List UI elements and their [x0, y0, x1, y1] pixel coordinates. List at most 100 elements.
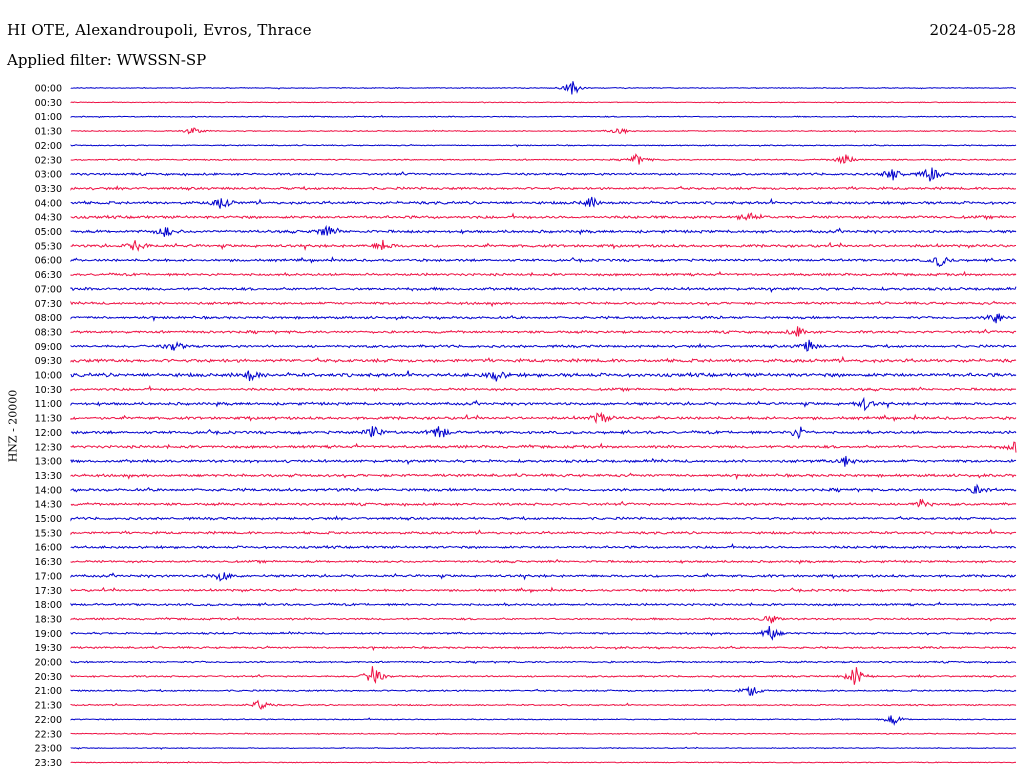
seismic-trace-2230: [70, 731, 1017, 736]
row-time-label: 05:00: [35, 227, 62, 238]
row-time-label: 12:00: [35, 428, 62, 439]
row-time-label: 20:00: [35, 658, 62, 669]
seismic-trace-2130: [70, 699, 1017, 711]
row-time-label: 18:00: [35, 600, 62, 611]
seismic-trace-0900: [70, 339, 1017, 352]
row-time-label: 21:00: [35, 686, 62, 697]
row-time-label: 10:30: [35, 385, 62, 396]
row-time-label: 03:00: [35, 170, 62, 181]
seismic-trace-2300: [70, 746, 1017, 750]
row-time-label: 15:30: [35, 528, 62, 539]
row-time-label: 00:30: [35, 98, 62, 109]
filter-label: Applied filter: WWSSN-SP: [7, 51, 207, 69]
row-time-label: 19:00: [35, 629, 62, 640]
seismic-trace-1700: [70, 572, 1017, 582]
row-time-label: 11:00: [35, 399, 62, 410]
seismic-trace-0500: [70, 224, 1017, 237]
seismic-trace-1100: [70, 396, 1017, 412]
row-time-label: 20:30: [35, 672, 62, 683]
seismic-trace-0030: [70, 100, 1016, 104]
row-time-label: 08:30: [35, 327, 62, 338]
seismic-trace-1630: [70, 558, 1017, 565]
trace-group: [70, 81, 1017, 764]
row-time-label: 19:30: [35, 643, 62, 654]
seismic-trace-1730: [70, 586, 1017, 594]
plot-date: 2024-05-28: [929, 21, 1016, 39]
row-time-label: 03:30: [35, 184, 62, 195]
seismic-trace-2100: [70, 685, 1017, 696]
row-time-label: 15:00: [35, 514, 62, 525]
row-time-label: 16:00: [35, 543, 62, 554]
tick-label-group: 00:00 00:30 01:00 01:30 02:00 02:30 03:00 03:30…: [35, 84, 62, 769]
seismic-trace-1330: [70, 472, 1017, 481]
seismic-trace-0700: [70, 286, 1017, 293]
row-time-label: 05:30: [35, 241, 62, 252]
seismic-trace-1130: [70, 411, 1017, 425]
seismic-trace-0330: [70, 185, 1017, 191]
row-time-label: 21:30: [35, 701, 62, 712]
seismic-trace-0730: [70, 300, 1017, 308]
seismic-trace-0000: [70, 81, 1017, 95]
seismic-trace-0930: [70, 355, 1017, 364]
row-time-label: 07:30: [35, 299, 62, 310]
seismic-trace-1800: [70, 601, 1017, 607]
seismic-trace-0800: [70, 313, 1017, 324]
seismic-trace-1830: [70, 615, 1017, 624]
seismic-trace-1000: [70, 370, 1017, 382]
row-time-label: 17:30: [35, 586, 62, 597]
row-time-label: 06:00: [35, 256, 62, 267]
row-time-label: 00:00: [35, 84, 62, 95]
row-time-label: 17:00: [35, 571, 62, 582]
seismic-trace-0230: [70, 153, 1017, 165]
seismic-trace-0130: [70, 127, 1017, 135]
row-time-label: 23:30: [35, 758, 62, 769]
row-time-label: 13:30: [35, 471, 62, 482]
row-time-label: 09:30: [35, 356, 62, 367]
seismic-trace-0400: [70, 196, 1017, 209]
seismic-trace-2200: [70, 715, 1017, 726]
seismic-trace-1530: [70, 528, 1017, 536]
seismic-trace-2330: [70, 760, 1017, 764]
row-time-label: 22:00: [35, 715, 62, 726]
station-title: HI OTE, Alexandroupoli, Evros, Thrace: [7, 21, 312, 39]
row-time-label: 09:00: [35, 342, 62, 353]
row-time-label: 02:00: [35, 141, 62, 152]
seismic-trace-1400: [70, 483, 1017, 494]
seismic-trace-0300: [70, 167, 1017, 182]
seismic-trace-1600: [70, 542, 1017, 550]
row-time-label: 22:30: [35, 729, 62, 740]
row-time-label: 14:00: [35, 485, 62, 496]
seismic-trace-1300: [70, 455, 1017, 467]
row-time-label: 11:30: [35, 414, 62, 425]
seismic-trace-1430: [70, 498, 1017, 508]
seismic-trace-0530: [70, 239, 1016, 252]
row-time-label: 16:30: [35, 557, 62, 568]
row-time-label: 04:30: [35, 213, 62, 224]
seismic-trace-1500: [70, 515, 1017, 522]
row-time-label: 01:00: [35, 112, 62, 123]
row-time-label: 13:00: [35, 457, 62, 468]
row-time-label: 04:00: [35, 198, 62, 209]
row-time-label: 02:30: [35, 155, 62, 166]
seismic-trace-0630: [70, 270, 1017, 277]
seismic-trace-1900: [70, 626, 1017, 641]
seismic-trace-2030: [70, 666, 1017, 685]
seismic-trace-2000: [70, 660, 1017, 664]
seismic-trace-0100: [70, 114, 1017, 119]
seismic-trace-1230: [70, 441, 1017, 453]
row-time-label: 07:00: [35, 284, 62, 295]
row-time-label: 23:00: [35, 744, 62, 755]
seismic-trace-0430: [70, 212, 1017, 221]
row-time-label: 10:00: [35, 371, 62, 382]
seismic-trace-0200: [70, 144, 1017, 148]
row-time-label: 08:00: [35, 313, 62, 324]
seismic-trace-1930: [70, 645, 1017, 652]
seismic-trace-0830: [70, 326, 1017, 337]
row-time-label: 14:30: [35, 500, 62, 511]
row-time-label: 06:30: [35, 270, 62, 281]
row-time-label: 12:30: [35, 442, 62, 453]
row-time-label: 01:30: [35, 127, 62, 138]
row-time-label: 18:30: [35, 614, 62, 625]
seismic-trace-1200: [70, 426, 1017, 440]
